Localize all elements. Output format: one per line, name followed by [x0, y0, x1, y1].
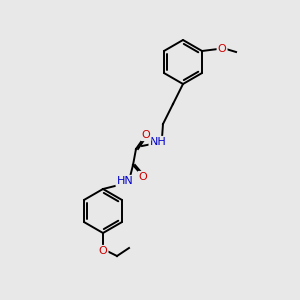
Text: O: O: [139, 172, 147, 182]
Text: NH: NH: [150, 137, 166, 147]
Text: O: O: [218, 44, 226, 54]
Text: O: O: [142, 130, 150, 140]
Text: O: O: [99, 246, 107, 256]
Text: HN: HN: [117, 176, 134, 186]
